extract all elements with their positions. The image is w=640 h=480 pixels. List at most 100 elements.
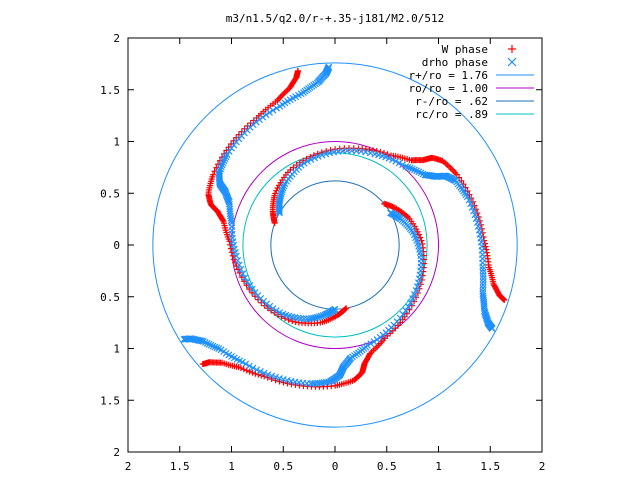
drho-phase-point: [242, 360, 250, 368]
w-phase-point: [458, 177, 465, 184]
w-phase-point: [227, 241, 234, 248]
drho-phase-point: [402, 163, 410, 171]
drho-phase-point: [249, 364, 257, 372]
w-phase-point: [227, 245, 234, 252]
drho-phase-point: [217, 163, 225, 171]
drho-phase-point: [259, 113, 267, 121]
y-tick-label: 0.5: [100, 291, 120, 304]
drho-phase-point: [266, 109, 273, 116]
w-phase-point: [246, 368, 253, 375]
drho-phase-point: [264, 371, 272, 378]
w-phase-point: [418, 237, 425, 244]
x-tick-label: 1: [228, 460, 235, 473]
w-phase-point: [482, 243, 489, 250]
drho-phase-point: [219, 159, 227, 167]
drho-phase-point: [260, 369, 268, 377]
legend-marker: [507, 57, 517, 67]
drho-phase-point: [272, 373, 280, 381]
drho-phase-point: [370, 338, 378, 346]
drho-phase-point: [279, 376, 287, 383]
x-tick-label: 1.5: [480, 460, 500, 473]
drho-phase-point: [203, 340, 211, 347]
legend-label: rc/ro = .89: [415, 108, 488, 121]
y-tick-label: 2: [113, 32, 120, 45]
drho-phase-point: [209, 342, 217, 350]
drho-phase-point: [404, 163, 412, 171]
drho-phase-point: [315, 313, 323, 321]
drho-phase-point: [409, 295, 417, 303]
w-phase-point: [417, 234, 424, 241]
drho-phase-point: [279, 184, 287, 192]
drho-phase-point: [388, 156, 396, 164]
w-phase-point: [243, 282, 250, 289]
drho-phase-point: [216, 167, 224, 175]
w-phase-point: [228, 249, 235, 256]
drho-phase-point: [415, 279, 422, 287]
drho-phase-point: [278, 188, 286, 196]
drho-phase-point: [309, 380, 317, 387]
drho-phase-point: [470, 207, 477, 215]
drho-phase-point: [221, 155, 229, 163]
drho-phase-point: [468, 203, 476, 211]
drho-phase-point: [279, 186, 286, 194]
drho-phase-point: [245, 362, 253, 370]
legend-label: r-/ro = .62: [415, 95, 488, 108]
w-phase-point: [199, 361, 206, 368]
drho-phase-point: [463, 193, 471, 201]
drho-phase-point: [471, 211, 479, 219]
drho-phase-point: [413, 283, 421, 290]
data-series: [180, 63, 508, 390]
drho-phase-point: [407, 299, 414, 307]
drho-phase-point: [243, 278, 251, 286]
drho-phase-point: [319, 312, 327, 319]
w-phase-point: [453, 171, 460, 178]
legend-label: r+/ro = 1.76: [409, 69, 488, 82]
x-tick-label: 1.5: [170, 460, 190, 473]
drho-phase-point: [321, 311, 329, 319]
drho-phase-point: [217, 165, 224, 173]
drho-phase-point: [411, 166, 418, 174]
drho-phase-point: [479, 281, 487, 289]
drho-phase-point: [408, 165, 416, 173]
drho-phase-point: [488, 325, 496, 332]
w-phase-point: [240, 366, 247, 373]
drho-phase-point: [211, 343, 219, 351]
x-tick-label: 1: [435, 460, 442, 473]
chart-title: m3/n1.5/q2.0/r-+.35-j181/M2.0/512: [226, 12, 445, 25]
y-tick-label: 1.5: [100, 84, 120, 97]
drho-phase-point: [277, 190, 285, 198]
drho-phase-point: [222, 153, 230, 161]
drho-phase-point: [237, 265, 245, 273]
w-phase-point: [213, 164, 220, 171]
w-phase-point: [244, 122, 251, 129]
y-tick-label: 0: [113, 239, 120, 252]
drho-phase-point: [474, 222, 482, 230]
drho-phase-point: [395, 159, 403, 167]
x-tick-label: 2: [125, 460, 132, 473]
drho-phase-point: [318, 151, 326, 159]
drho-phase-point: [248, 285, 256, 293]
x-tick-label: 0.5: [377, 460, 397, 473]
w-phase-point: [229, 252, 236, 259]
drho-phase-point: [272, 307, 280, 315]
drho-phase-point: [322, 150, 330, 158]
x-tick-label: 0.5: [273, 460, 293, 473]
drho-phase-point: [205, 340, 213, 348]
drho-phase-point: [465, 196, 473, 204]
w-phase-point: [414, 228, 421, 235]
x-tick-label: 2: [539, 460, 546, 473]
drho-phase-point: [262, 111, 270, 119]
circle-2: [270, 180, 400, 310]
drho-phase-point: [276, 309, 284, 316]
x-tick-label: 0: [332, 460, 339, 473]
w-phase-point: [255, 371, 262, 378]
drho-phase-point: [399, 161, 406, 169]
drho-phase-point: [235, 261, 243, 269]
y-tick-label: 2: [113, 446, 120, 459]
drho-phase-point: [311, 154, 319, 162]
circle-0: [152, 62, 518, 428]
drho-phase-point: [300, 159, 308, 167]
drho-phase-point: [180, 335, 188, 343]
